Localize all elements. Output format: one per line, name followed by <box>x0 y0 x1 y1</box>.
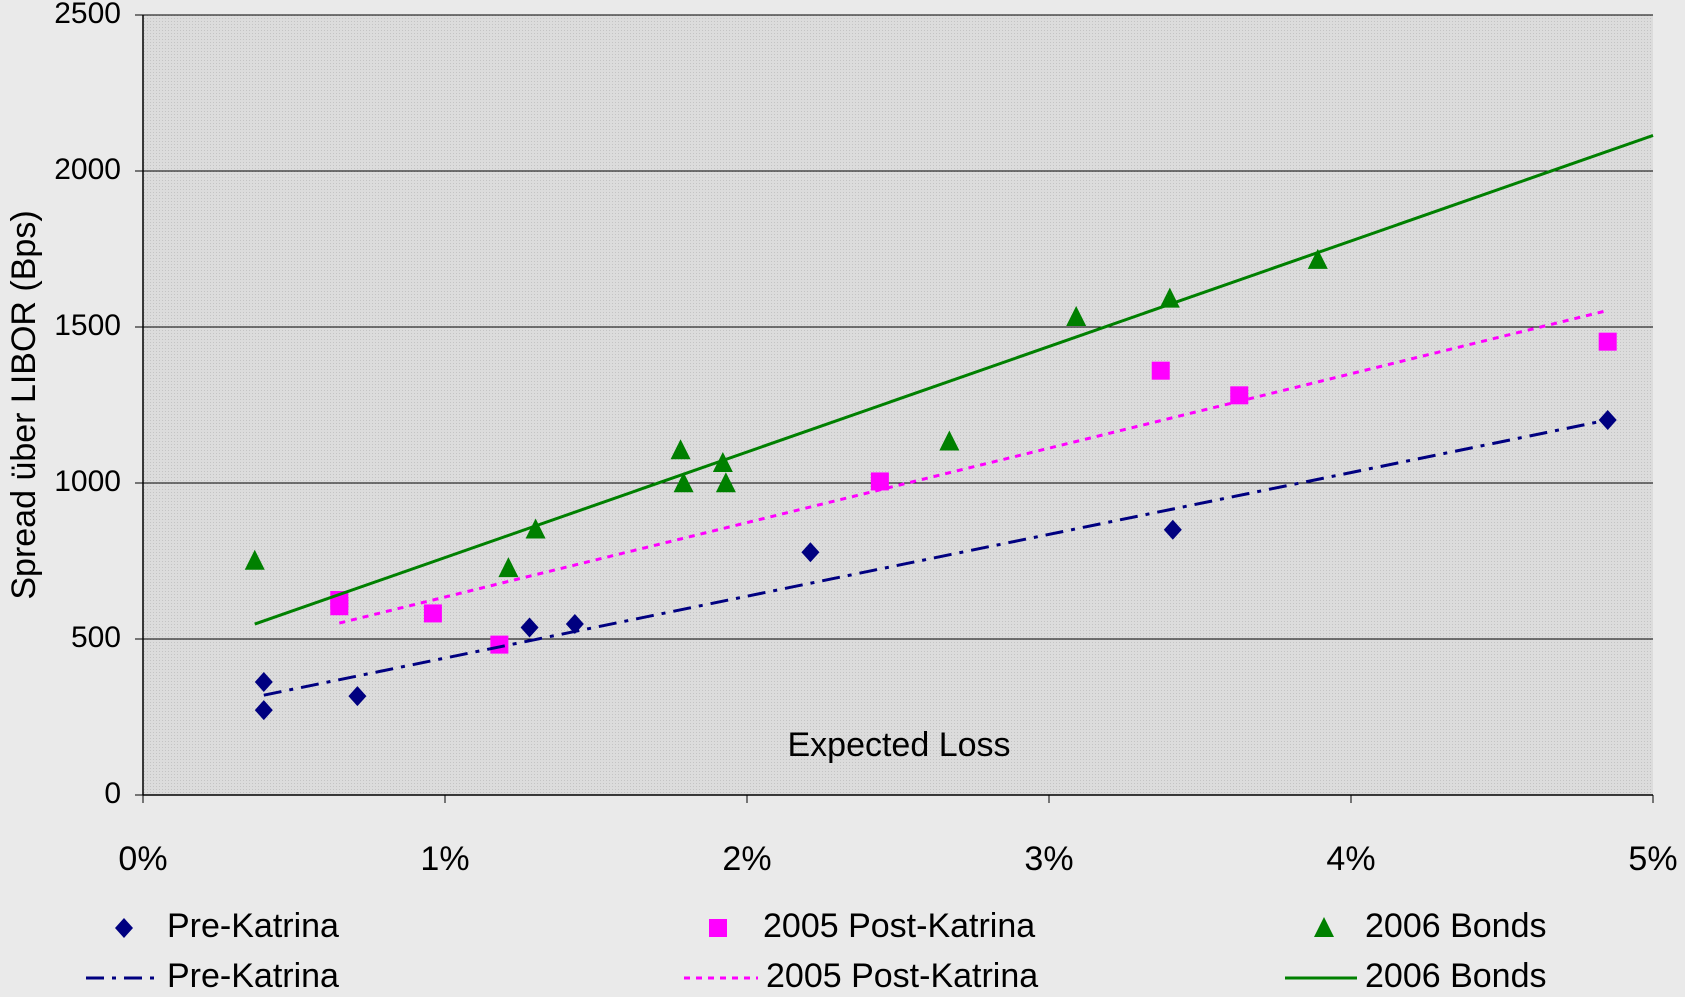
marker-diamond <box>1163 519 1182 540</box>
marker-triangle <box>1314 917 1334 937</box>
trend-line <box>338 309 1609 625</box>
marker-triangle <box>498 557 519 578</box>
legend-label: 2005 Post-Katrina <box>763 907 1035 945</box>
marker-diamond <box>801 542 820 563</box>
x-tick-label: 5% <box>1628 840 1677 878</box>
y-tick-label: 1000 <box>54 465 121 498</box>
marker-square <box>1230 386 1249 405</box>
marker-diamond <box>348 686 367 707</box>
marker-triangle <box>670 439 691 460</box>
marker-square <box>709 919 727 937</box>
marker-triangle <box>1307 248 1328 269</box>
x-tick-label: 1% <box>420 840 469 878</box>
marker-triangle <box>673 472 694 493</box>
y-tick-label: 1500 <box>54 309 121 342</box>
plot-area <box>143 15 1653 795</box>
x-axis-label: Expected Loss <box>787 726 1010 764</box>
legend-label: 2005 Post-Katrina <box>766 957 1038 995</box>
trend-line <box>263 418 1609 697</box>
marker-square <box>490 635 509 654</box>
marker-triangle <box>715 472 736 493</box>
y-tick-label: 0 <box>104 777 121 810</box>
y-tick-label: 500 <box>71 621 121 654</box>
marker-diamond <box>115 918 133 938</box>
x-tick-label: 4% <box>1326 840 1375 878</box>
x-tick-label: 0% <box>118 840 167 878</box>
marker-diamond <box>254 672 273 693</box>
legend-label: 2006 Bonds <box>1365 957 1547 995</box>
marker-diamond <box>254 700 273 721</box>
legend-label: 2006 Bonds <box>1365 907 1547 945</box>
marker-diamond <box>520 617 539 638</box>
y-axis-label: Spread über LIBOR (Bps) <box>5 210 43 599</box>
marker-triangle <box>244 549 265 570</box>
y-tick-label: 2000 <box>54 153 121 186</box>
legend-label: Pre-Katrina <box>167 957 339 995</box>
marker-triangle <box>1066 306 1087 327</box>
y-tick-label: 2500 <box>54 0 121 30</box>
marker-square <box>423 604 442 623</box>
x-tick-label: 2% <box>722 840 771 878</box>
marker-triangle <box>525 518 546 539</box>
legend-label: Pre-Katrina <box>167 907 339 945</box>
x-tick-label: 3% <box>1024 840 1073 878</box>
marker-square <box>1598 332 1617 351</box>
marker-triangle <box>939 430 960 451</box>
marker-square <box>870 472 889 491</box>
marker-diamond <box>565 614 584 635</box>
trend-line <box>254 134 1654 626</box>
marker-square <box>1151 361 1170 380</box>
